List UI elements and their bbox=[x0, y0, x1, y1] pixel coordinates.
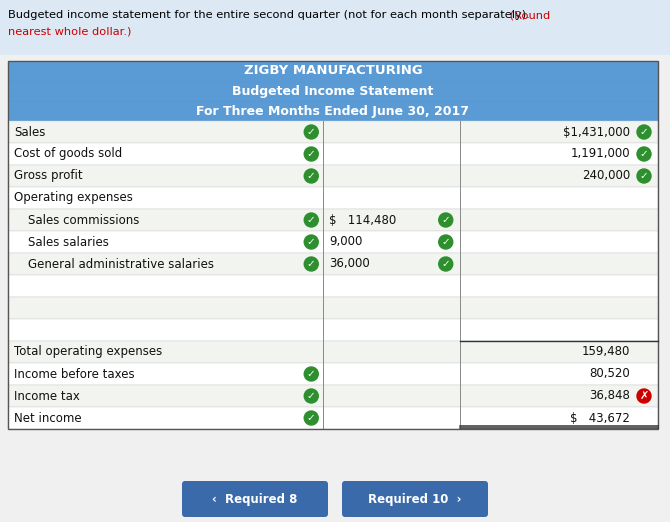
Text: nearest whole dollar.): nearest whole dollar.) bbox=[8, 26, 131, 36]
Text: 36,000: 36,000 bbox=[329, 257, 370, 270]
Text: 36,848: 36,848 bbox=[589, 389, 630, 402]
FancyBboxPatch shape bbox=[8, 209, 658, 231]
Text: ✓: ✓ bbox=[442, 259, 450, 269]
Text: ✓: ✓ bbox=[307, 171, 316, 181]
Text: ✓: ✓ bbox=[442, 237, 450, 247]
Text: ‹  Required 8: ‹ Required 8 bbox=[212, 492, 297, 505]
Text: (Round: (Round bbox=[506, 10, 550, 20]
FancyBboxPatch shape bbox=[8, 407, 658, 429]
Text: 80,520: 80,520 bbox=[589, 367, 630, 381]
FancyBboxPatch shape bbox=[8, 121, 658, 143]
Text: Net income: Net income bbox=[14, 411, 82, 424]
Text: Required 10  ›: Required 10 › bbox=[369, 492, 462, 505]
Text: $   114,480: $ 114,480 bbox=[329, 213, 397, 227]
Circle shape bbox=[304, 257, 318, 271]
Text: Income before taxes: Income before taxes bbox=[14, 367, 135, 381]
Text: Budgeted income statement for the entire second quarter (not for each month sepa: Budgeted income statement for the entire… bbox=[8, 10, 530, 20]
Text: ✓: ✓ bbox=[640, 149, 649, 159]
Text: Cost of goods sold: Cost of goods sold bbox=[14, 148, 122, 160]
FancyBboxPatch shape bbox=[8, 81, 658, 101]
FancyBboxPatch shape bbox=[0, 0, 670, 55]
FancyBboxPatch shape bbox=[8, 187, 658, 209]
FancyBboxPatch shape bbox=[8, 143, 658, 165]
FancyBboxPatch shape bbox=[8, 231, 658, 253]
Circle shape bbox=[439, 235, 453, 249]
Text: ✓: ✓ bbox=[640, 171, 649, 181]
Text: ✓: ✓ bbox=[307, 215, 316, 225]
Circle shape bbox=[304, 125, 318, 139]
Circle shape bbox=[304, 235, 318, 249]
Circle shape bbox=[637, 169, 651, 183]
Text: Budgeted Income Statement: Budgeted Income Statement bbox=[232, 85, 433, 98]
Text: 240,000: 240,000 bbox=[582, 170, 630, 183]
FancyBboxPatch shape bbox=[8, 341, 658, 363]
Text: General administrative salaries: General administrative salaries bbox=[28, 257, 214, 270]
FancyBboxPatch shape bbox=[8, 165, 658, 187]
Text: ✓: ✓ bbox=[307, 369, 316, 379]
Text: ✓: ✓ bbox=[307, 127, 316, 137]
Text: $1,431,000: $1,431,000 bbox=[563, 125, 630, 138]
Text: Total operating expenses: Total operating expenses bbox=[14, 346, 162, 359]
Text: ✓: ✓ bbox=[307, 259, 316, 269]
FancyBboxPatch shape bbox=[8, 319, 658, 341]
Text: 159,480: 159,480 bbox=[582, 346, 630, 359]
Text: For Three Months Ended June 30, 2017: For Three Months Ended June 30, 2017 bbox=[196, 104, 470, 117]
Text: Sales: Sales bbox=[14, 125, 46, 138]
FancyBboxPatch shape bbox=[182, 481, 328, 517]
Circle shape bbox=[637, 125, 651, 139]
Text: ✗: ✗ bbox=[639, 391, 649, 401]
Circle shape bbox=[637, 389, 651, 403]
Circle shape bbox=[439, 257, 453, 271]
Text: 9,000: 9,000 bbox=[329, 235, 362, 248]
Text: ✓: ✓ bbox=[307, 149, 316, 159]
FancyBboxPatch shape bbox=[8, 101, 658, 121]
Circle shape bbox=[304, 367, 318, 381]
FancyBboxPatch shape bbox=[8, 253, 658, 275]
Text: Sales commissions: Sales commissions bbox=[28, 213, 139, 227]
FancyBboxPatch shape bbox=[8, 385, 658, 407]
Text: ZIGBY MANUFACTURING: ZIGBY MANUFACTURING bbox=[244, 65, 422, 77]
Circle shape bbox=[637, 147, 651, 161]
Text: 1,191,000: 1,191,000 bbox=[570, 148, 630, 160]
Circle shape bbox=[304, 147, 318, 161]
Circle shape bbox=[304, 389, 318, 403]
Text: Income tax: Income tax bbox=[14, 389, 80, 402]
FancyBboxPatch shape bbox=[342, 481, 488, 517]
FancyBboxPatch shape bbox=[8, 363, 658, 385]
Text: ✓: ✓ bbox=[307, 391, 316, 401]
Circle shape bbox=[439, 213, 453, 227]
Circle shape bbox=[304, 213, 318, 227]
Text: ✓: ✓ bbox=[307, 413, 316, 423]
Text: ✓: ✓ bbox=[442, 215, 450, 225]
FancyBboxPatch shape bbox=[8, 61, 658, 81]
Text: ✓: ✓ bbox=[640, 127, 649, 137]
Text: ✓: ✓ bbox=[307, 237, 316, 247]
Text: $   43,672: $ 43,672 bbox=[570, 411, 630, 424]
Text: Operating expenses: Operating expenses bbox=[14, 192, 133, 205]
FancyBboxPatch shape bbox=[8, 275, 658, 297]
FancyBboxPatch shape bbox=[8, 297, 658, 319]
Text: Sales salaries: Sales salaries bbox=[28, 235, 109, 248]
Text: Gross profit: Gross profit bbox=[14, 170, 82, 183]
Circle shape bbox=[304, 169, 318, 183]
Circle shape bbox=[304, 411, 318, 425]
